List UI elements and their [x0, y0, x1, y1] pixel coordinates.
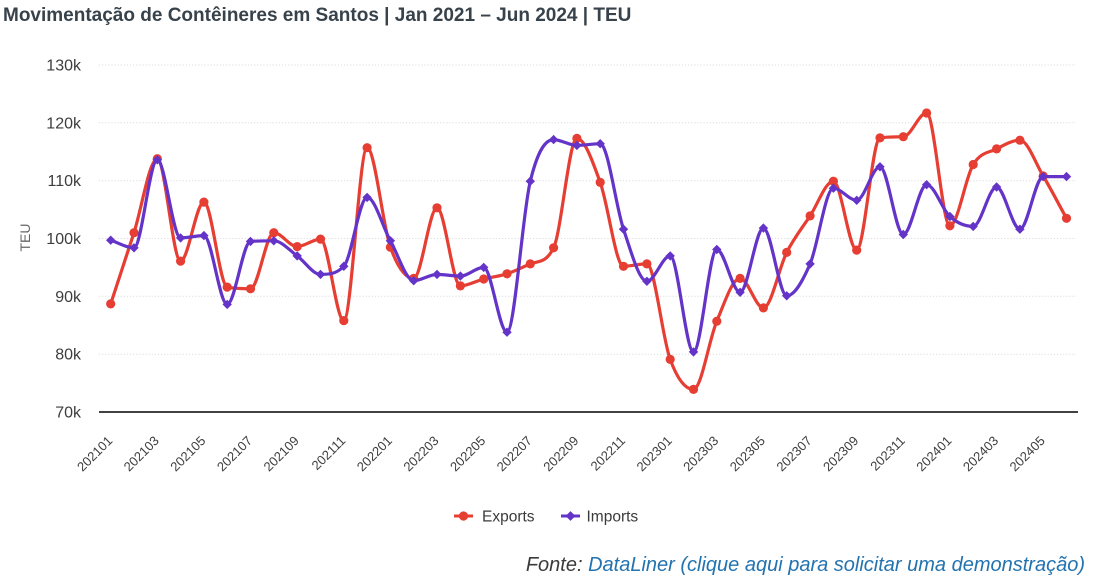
svg-text:202301: 202301: [634, 433, 675, 474]
svg-text:202101: 202101: [74, 433, 115, 474]
svg-text:202201: 202201: [354, 433, 395, 474]
svg-text:202105: 202105: [167, 433, 208, 474]
svg-text:202309: 202309: [820, 433, 861, 474]
svg-text:202111: 202111: [309, 433, 349, 473]
svg-text:202107: 202107: [214, 433, 255, 474]
svg-text:110k: 110k: [47, 173, 82, 190]
svg-text:Exports: Exports: [482, 509, 535, 526]
svg-text:Imports: Imports: [587, 509, 639, 526]
svg-text:90k: 90k: [55, 289, 82, 306]
svg-text:70k: 70k: [55, 405, 82, 422]
svg-text:202401: 202401: [913, 433, 954, 474]
svg-text:202109: 202109: [261, 433, 302, 474]
svg-text:100k: 100k: [46, 231, 82, 248]
svg-text:202207: 202207: [494, 433, 535, 474]
svg-text:TEU: TEU: [17, 224, 33, 252]
svg-text:202203: 202203: [400, 433, 441, 474]
svg-text:202205: 202205: [447, 433, 488, 474]
svg-text:202307: 202307: [773, 433, 814, 474]
svg-text:202103: 202103: [121, 433, 162, 474]
svg-text:202211: 202211: [588, 433, 629, 474]
svg-text:202403: 202403: [960, 433, 1001, 474]
svg-text:120k: 120k: [46, 115, 82, 132]
svg-text:202311: 202311: [867, 433, 908, 474]
svg-text:130k: 130k: [46, 58, 82, 75]
svg-text:202303: 202303: [680, 433, 721, 474]
svg-text:202209: 202209: [540, 433, 581, 474]
svg-text:202405: 202405: [1007, 433, 1048, 474]
svg-text:202305: 202305: [727, 433, 768, 474]
svg-text:80k: 80k: [55, 347, 82, 364]
